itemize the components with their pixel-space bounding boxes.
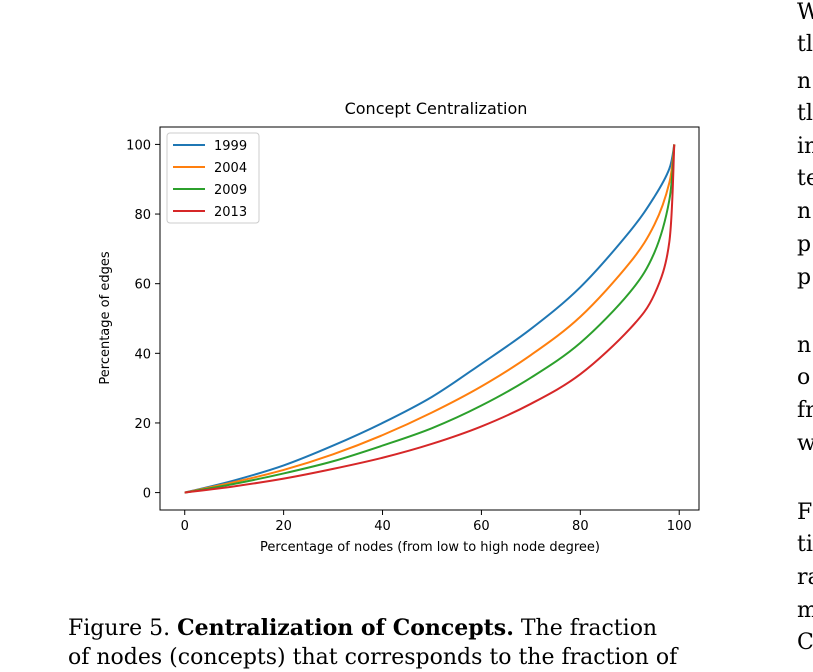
y-axis-label: Percentage of edges	[98, 251, 113, 384]
legend-label-1999: 1999	[214, 139, 247, 154]
side-text-fragment: p	[797, 232, 812, 257]
y-tick-label: 20	[134, 417, 151, 432]
side-text-fragment: ra	[797, 565, 813, 590]
series-line-1999	[184, 144, 676, 494]
caption-line-2: of nodes (concepts) that corresponds to …	[68, 645, 678, 670]
legend-label-2004: 2004	[214, 161, 247, 176]
x-tick-label: 0	[181, 519, 189, 534]
side-text-fragment: F	[797, 500, 813, 525]
side-text-fragment: m	[797, 598, 813, 623]
series-line-2009	[184, 144, 676, 494]
side-text-fragment: n	[797, 333, 812, 358]
caption-title: Centralization of Concepts.	[177, 615, 514, 641]
axis-ticks: 0 20 40 60 80 100 0 20 40 60 80 100	[126, 138, 691, 534]
x-tick-label: 20	[275, 519, 292, 534]
y-tick-label: 60	[134, 278, 151, 293]
side-text-fragment: ti	[797, 532, 813, 557]
series-line-2004	[184, 144, 676, 494]
side-text-fragment: tl	[797, 101, 813, 126]
side-text-fragment: p	[797, 265, 812, 290]
chart-title: Concept Centralization	[345, 99, 528, 118]
caption-text-1: The fraction	[520, 616, 658, 641]
side-text-fragment: C	[797, 630, 813, 655]
side-text-fragment: W	[797, 0, 813, 25]
legend: 1999 2004 2009 2013	[166, 132, 260, 224]
series-line-2013	[184, 144, 676, 494]
x-axis-label: Percentage of nodes (from low to high no…	[260, 540, 600, 555]
plot-frame	[159, 126, 700, 511]
legend-box	[166, 132, 260, 224]
side-text-fragment: fr	[797, 398, 813, 423]
side-text-fragment: n	[797, 199, 812, 224]
y-tick-label: 100	[126, 138, 151, 153]
figure-caption: Figure 5. Centralization of Concepts. Th…	[68, 614, 748, 672]
x-tick-label: 60	[473, 519, 490, 534]
x-tick-label: 80	[572, 519, 589, 534]
side-text-fragment: tl	[797, 32, 813, 57]
y-tick-label: 80	[134, 208, 151, 223]
chart: Concept Centralization 0 20 40 60 80 100 0 20 40…	[98, 99, 700, 555]
y-tick-label: 40	[134, 347, 151, 362]
legend-label-2009: 2009	[214, 183, 247, 198]
x-tick-label: 100	[667, 519, 692, 534]
caption-figure-number: Figure 5.	[68, 616, 171, 641]
series-lines	[184, 144, 676, 494]
y-tick-label: 0	[143, 487, 151, 502]
legend-label-2013: 2013	[214, 205, 247, 220]
x-tick-label: 40	[374, 519, 391, 534]
side-text-fragment: in	[797, 134, 813, 159]
side-text-fragment: n	[797, 69, 812, 94]
caption-line-1: Figure 5. Centralization of Concepts. Th…	[68, 614, 748, 643]
side-text-fragment: o	[797, 365, 811, 390]
side-text-fragment: w	[797, 431, 813, 456]
side-text-fragment: te	[797, 166, 813, 191]
